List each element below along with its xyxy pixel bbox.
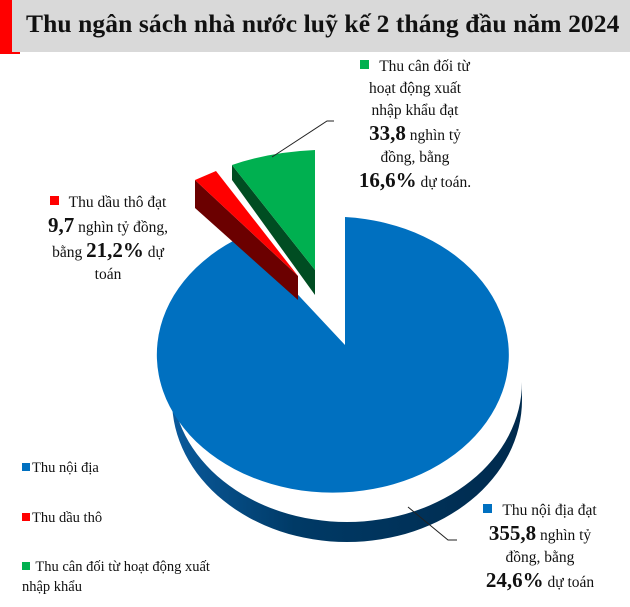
title-bar [0, 0, 630, 52]
legend-blue-swatch-icon [22, 462, 30, 471]
legend-green-swatch-icon [22, 561, 30, 570]
annotation-export: Thu cân đối từ hoạt động xuất nhập khẩu … [358, 58, 472, 192]
chart-title: Thu ngân sách nhà nước luỹ kế 2 tháng đầ… [26, 9, 620, 38]
annotation-domestic: Thu nội địa đạt 355,8 nghìn tỷ đồng, bằn… [460, 500, 620, 594]
legend-square-red-icon [49, 195, 59, 205]
annotation-crude: Thu dầu thô đạt 9,7 nghìn tỷ đồng, bằng … [47, 194, 169, 283]
pie-slice-domestic [156, 217, 522, 542]
pie-slice-export [232, 150, 315, 295]
pie-slice-crude [195, 171, 298, 300]
legend-square-green-icon [360, 59, 370, 69]
legend-square-blue-icon [483, 503, 493, 513]
legend-item-crude: Thu dầu thô [22, 508, 102, 528]
legend-item-export: Thu cân đối từ hoạt động xuất nhập khẩu [22, 559, 210, 595]
leader-line-domestic [407, 506, 457, 541]
legend-red-swatch-icon [22, 512, 30, 521]
title-accent-underline [0, 52, 20, 54]
title-accent-bar [0, 0, 12, 54]
legend-item-domestic: Thu nội địa [22, 458, 99, 478]
leader-line-export [271, 120, 334, 158]
